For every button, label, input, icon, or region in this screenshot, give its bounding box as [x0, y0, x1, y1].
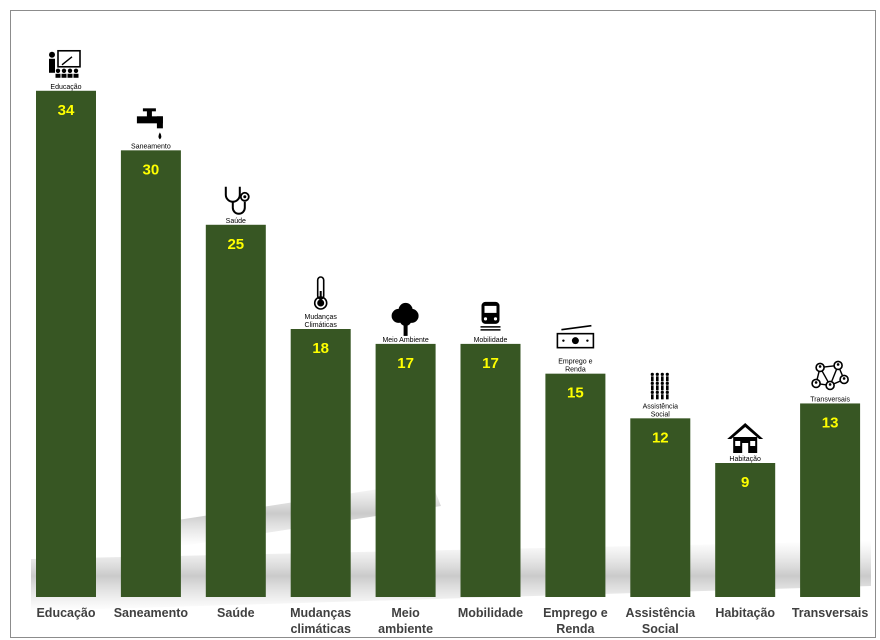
value-label: 30 — [143, 161, 160, 178]
bar — [120, 150, 181, 598]
value-label: 17 — [397, 355, 414, 372]
category-label: Saneamento — [114, 606, 189, 620]
bar — [715, 463, 776, 597]
icon-caption: Saúde — [226, 218, 246, 225]
value-label: 17 — [482, 355, 499, 372]
value-label: 34 — [58, 102, 75, 119]
icon-caption: Assistência Social — [643, 403, 679, 418]
bar — [630, 418, 691, 597]
category-label: Saúde — [217, 606, 255, 620]
category-label: Mobilidade — [458, 606, 523, 620]
thermometer-icon — [313, 276, 328, 310]
bar — [800, 403, 861, 597]
train-icon — [480, 301, 501, 331]
bar — [460, 343, 521, 597]
chart-area: 34 Educação Educação 30 Saneamento Saneamento… — [10, 10, 876, 638]
value-label: 12 — [652, 429, 669, 446]
icon-caption: Emprego e Renda — [558, 359, 592, 374]
bar — [545, 373, 606, 597]
category-label: Emprego e Renda — [543, 606, 608, 636]
category-label: Transversais — [792, 606, 868, 620]
teacher-icon — [49, 49, 81, 78]
category-label: Educação — [36, 606, 95, 620]
value-label: 9 — [741, 474, 749, 491]
icon-caption: Mudanças Climáticas — [305, 314, 338, 329]
faucet-icon — [136, 108, 163, 140]
category-label: Assistência Social — [626, 606, 697, 636]
value-label: 25 — [227, 236, 244, 253]
value-label: 13 — [822, 414, 839, 431]
house-icon — [727, 423, 764, 453]
icon-caption: Transversais — [810, 396, 850, 403]
network-icon — [811, 360, 849, 391]
icon-caption: Habitação — [729, 456, 761, 463]
people-icon — [650, 372, 669, 400]
bar — [36, 90, 96, 598]
bar — [375, 343, 436, 597]
icon-caption: Mobilidade — [474, 337, 508, 344]
bar — [290, 329, 351, 597]
tree-icon — [391, 302, 419, 336]
value-label: 18 — [312, 340, 329, 357]
icon-caption: Meio Ambiente — [382, 337, 428, 344]
bar — [205, 224, 266, 597]
category-label: Habitação — [715, 606, 775, 620]
bar-chart: 34 Educação Educação 30 Saneamento Saneamento… — [31, 49, 871, 636]
money-icon — [556, 324, 595, 349]
icon-caption: Educação — [50, 84, 81, 91]
category-label: Mudanças climáticas — [290, 606, 351, 636]
category-label: Meio ambiente — [378, 606, 433, 636]
icon-caption: Saneamento — [131, 143, 171, 150]
value-label: 15 — [567, 385, 584, 402]
stethoscope-icon — [224, 186, 250, 215]
